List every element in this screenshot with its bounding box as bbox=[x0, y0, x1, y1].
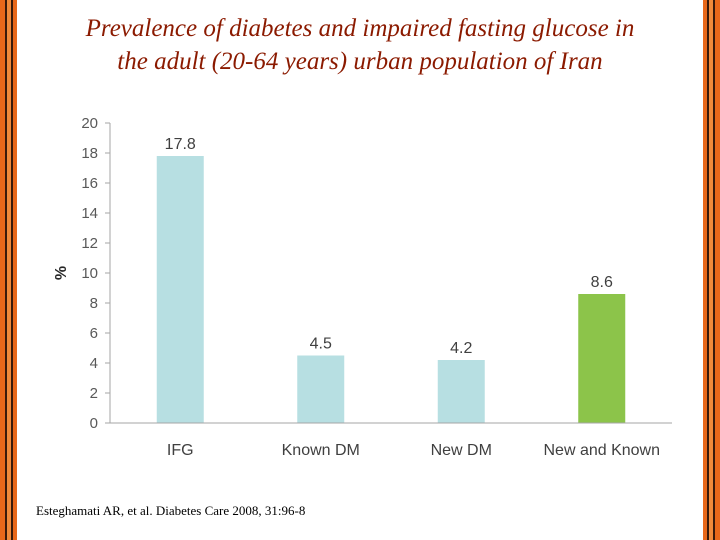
bar-value-label: 8.6 bbox=[591, 274, 613, 291]
y-tick-label: 2 bbox=[90, 385, 98, 402]
bar-value-label: 4.2 bbox=[450, 340, 472, 357]
value-labels: 17.8 4.5 4.2 8.6 bbox=[165, 136, 613, 357]
x-axis: IFG Known DM New DM New and Known bbox=[110, 422, 672, 459]
citation: Esteghamati AR, et al. Diabetes Care 200… bbox=[36, 503, 306, 518]
y-axis-title: % bbox=[53, 266, 70, 280]
y-tick-label: 10 bbox=[81, 265, 98, 282]
right-frame-border bbox=[700, 0, 720, 540]
bar-value-label: 17.8 bbox=[165, 136, 196, 153]
x-category-label: New and Known bbox=[543, 442, 660, 459]
bar-value-label: 4.5 bbox=[310, 336, 332, 353]
y-tick-label: 20 bbox=[81, 115, 98, 132]
x-category-label: New DM bbox=[431, 442, 492, 459]
bar bbox=[437, 360, 485, 423]
y-tick-label: 4 bbox=[90, 355, 98, 372]
bars bbox=[156, 156, 626, 423]
y-tick-label: 8 bbox=[90, 295, 98, 312]
bar bbox=[578, 294, 626, 423]
slide-title: Prevalence of diabetes and impaired fast… bbox=[30, 12, 690, 78]
y-tick-label: 12 bbox=[81, 235, 98, 252]
y-tick-label: 6 bbox=[90, 325, 98, 342]
slide-title-line-1: Prevalence of diabetes and impaired fast… bbox=[85, 15, 635, 42]
y-tick-label: 16 bbox=[81, 175, 98, 192]
bar bbox=[297, 355, 345, 423]
y-tick-label: 0 bbox=[90, 415, 98, 432]
x-category-label: IFG bbox=[167, 442, 194, 459]
bar bbox=[156, 156, 204, 423]
slide-title-line-2: the adult (20-64 years) urban population… bbox=[117, 48, 603, 75]
left-frame-border bbox=[0, 0, 20, 540]
y-axis: 0 2 4 6 8 10 12 14 16 18 20% bbox=[53, 115, 111, 432]
y-tick-label: 14 bbox=[81, 205, 98, 222]
x-category-label: Known DM bbox=[282, 442, 360, 459]
y-tick-label: 18 bbox=[81, 145, 98, 162]
